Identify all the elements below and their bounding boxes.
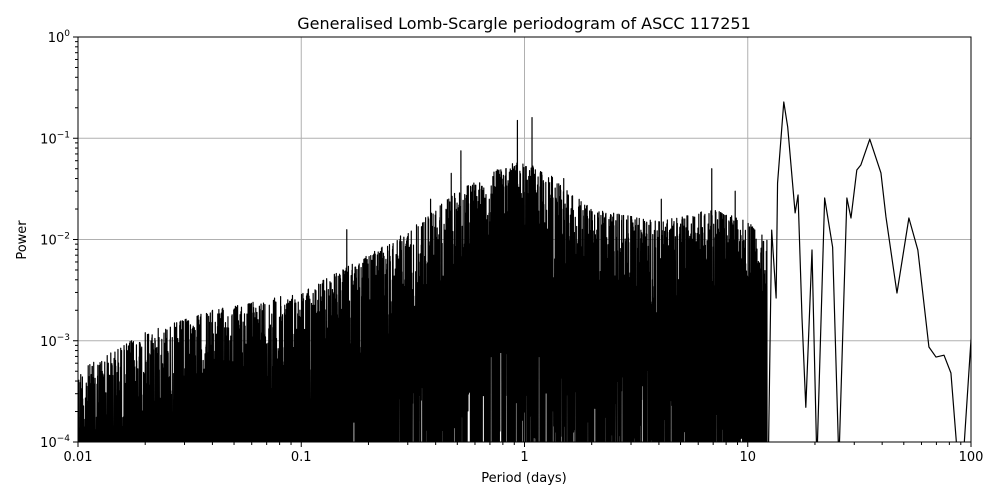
axis-ticks: 0.01 0.1 1 10 100 10−4 10−3 10−2 10−1 100 <box>40 29 983 465</box>
y-axis-label: Power <box>15 220 30 260</box>
x-axis-label: Period (days) <box>481 471 567 486</box>
x-tick-label: 10 <box>739 450 756 465</box>
chart-title: Generalised Lomb-Scargle periodogram of … <box>297 14 751 33</box>
y-tick-label: 10−3 <box>40 333 70 350</box>
x-tick-label: 0.01 <box>64 450 93 465</box>
y-tick-label: 10−2 <box>40 232 70 249</box>
y-tick-label: 10−4 <box>40 434 70 451</box>
x-tick-label: 0.1 <box>291 450 312 465</box>
y-tick-label: 10−1 <box>40 130 70 147</box>
x-tick-label: 1 <box>520 450 528 465</box>
periodogram-line <box>78 101 971 442</box>
x-tick-label: 100 <box>959 450 984 465</box>
y-tick-label: 100 <box>48 29 71 46</box>
